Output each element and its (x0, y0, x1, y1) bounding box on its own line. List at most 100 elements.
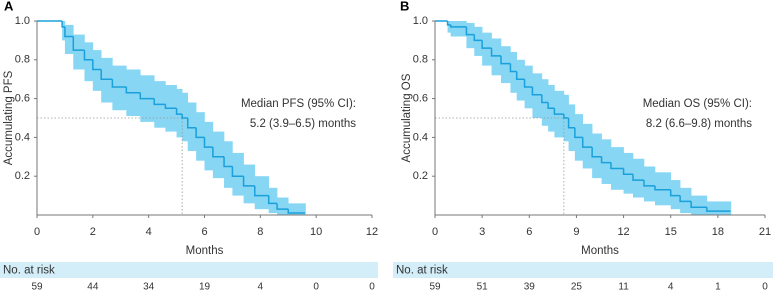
survival-step (490, 48, 501, 57)
x-tick-label: 21 (759, 226, 771, 238)
survival-step (175, 108, 183, 115)
risk-count: 4 (258, 282, 264, 293)
risk-count: 25 (571, 282, 583, 293)
ci-band (305, 203, 306, 215)
survival-step (287, 209, 305, 214)
survival-step (553, 108, 564, 115)
ci-band (268, 187, 278, 214)
x-tick-label: 15 (665, 226, 677, 238)
ci-band (64, 24, 74, 54)
survival-step (231, 166, 244, 177)
panel-label: A (4, 0, 14, 13)
ci-band (101, 57, 113, 103)
survival-step (64, 26, 74, 38)
risk-count: 19 (199, 282, 211, 293)
survival-step (83, 50, 93, 61)
ci-band (187, 102, 197, 151)
survival-step (111, 79, 127, 88)
survival-step (254, 185, 269, 197)
ci-band (670, 180, 681, 210)
x-tick-label: 18 (712, 226, 724, 238)
survival-step (632, 174, 644, 181)
y-tick-label: 0.6 (15, 93, 30, 105)
x-tick-label: 9 (573, 226, 579, 238)
ci-band (706, 201, 731, 215)
survival-step (690, 201, 707, 208)
ci-band (730, 201, 732, 215)
ci-band (633, 158, 645, 198)
survival-step (187, 118, 197, 129)
survival-step (212, 147, 225, 158)
survival-step (72, 36, 85, 51)
risk-count: 0 (313, 282, 319, 293)
ci-band (224, 141, 233, 188)
risk-count: 44 (87, 282, 99, 293)
median-annotation: Median PFS (95% CI): (241, 98, 356, 110)
survival-step (164, 104, 177, 110)
risk-table-title: No. at risk (3, 265, 55, 277)
ci-band (212, 131, 225, 179)
y-axis-label: Accumulating PFS (3, 70, 15, 165)
survival-step (267, 195, 278, 205)
y-tick-label: 0.8 (15, 54, 30, 66)
median-annotation: 5.2 (3.9–6.5) months (250, 118, 356, 130)
survival-step (523, 79, 533, 88)
survival-step (574, 127, 583, 139)
x-tick-label: 12 (366, 226, 378, 238)
survival-step (706, 207, 731, 212)
ci-band (182, 92, 189, 142)
survival-step (591, 147, 602, 158)
survival-step (100, 69, 113, 80)
survival-step (92, 59, 102, 71)
y-tick-label: 1.0 (15, 15, 30, 27)
ci-band (516, 59, 525, 101)
survival-step (622, 168, 633, 176)
survival-step (465, 26, 475, 36)
x-tick-label: 8 (257, 226, 263, 238)
ci-band (510, 52, 518, 93)
survival-step (61, 21, 65, 28)
ci-band (691, 195, 708, 215)
risk-count: 1 (715, 282, 721, 293)
survival-step (449, 24, 467, 28)
survival-step (473, 34, 483, 42)
survival-step (600, 156, 611, 164)
ci-band (112, 65, 127, 111)
risk-header-band (0, 262, 378, 278)
ci-band (601, 139, 612, 184)
survival-step (125, 86, 141, 94)
ci-band (501, 46, 511, 84)
median-annotation: 8.2 (6.6–9.8) months (646, 118, 752, 130)
risk-count: 4 (668, 282, 674, 293)
survival-step (153, 98, 166, 106)
ci-band (243, 164, 256, 204)
ci-band (176, 88, 183, 138)
y-tick-label: 0.8 (413, 54, 428, 66)
risk-count: 11 (618, 282, 629, 293)
risk-table-title: No. at risk (396, 265, 448, 277)
ci-band (482, 32, 492, 66)
ci-band (254, 176, 270, 210)
survival-step (679, 195, 692, 203)
ci-band (592, 133, 602, 179)
x-tick-label: 2 (90, 226, 96, 238)
ci-band (62, 21, 66, 41)
y-tick-label: 0.6 (413, 93, 428, 105)
survival-step (531, 86, 542, 96)
risk-count: 34 (143, 282, 155, 293)
ci-band (232, 152, 244, 196)
ci-band (623, 152, 634, 194)
ci-band (288, 203, 306, 215)
x-tick-label: 0 (432, 226, 438, 238)
x-tick-label: 6 (201, 226, 207, 238)
risk-count: 59 (31, 282, 43, 293)
risk-header-band (393, 262, 773, 278)
survival-step (242, 176, 255, 187)
risk-count: 39 (524, 282, 536, 293)
risk-count: 0 (369, 282, 375, 293)
survival-step (500, 55, 511, 65)
survival-step (139, 92, 155, 100)
ci-band (474, 26, 483, 56)
x-tick-label: 10 (310, 226, 322, 238)
survival-step (643, 180, 655, 187)
